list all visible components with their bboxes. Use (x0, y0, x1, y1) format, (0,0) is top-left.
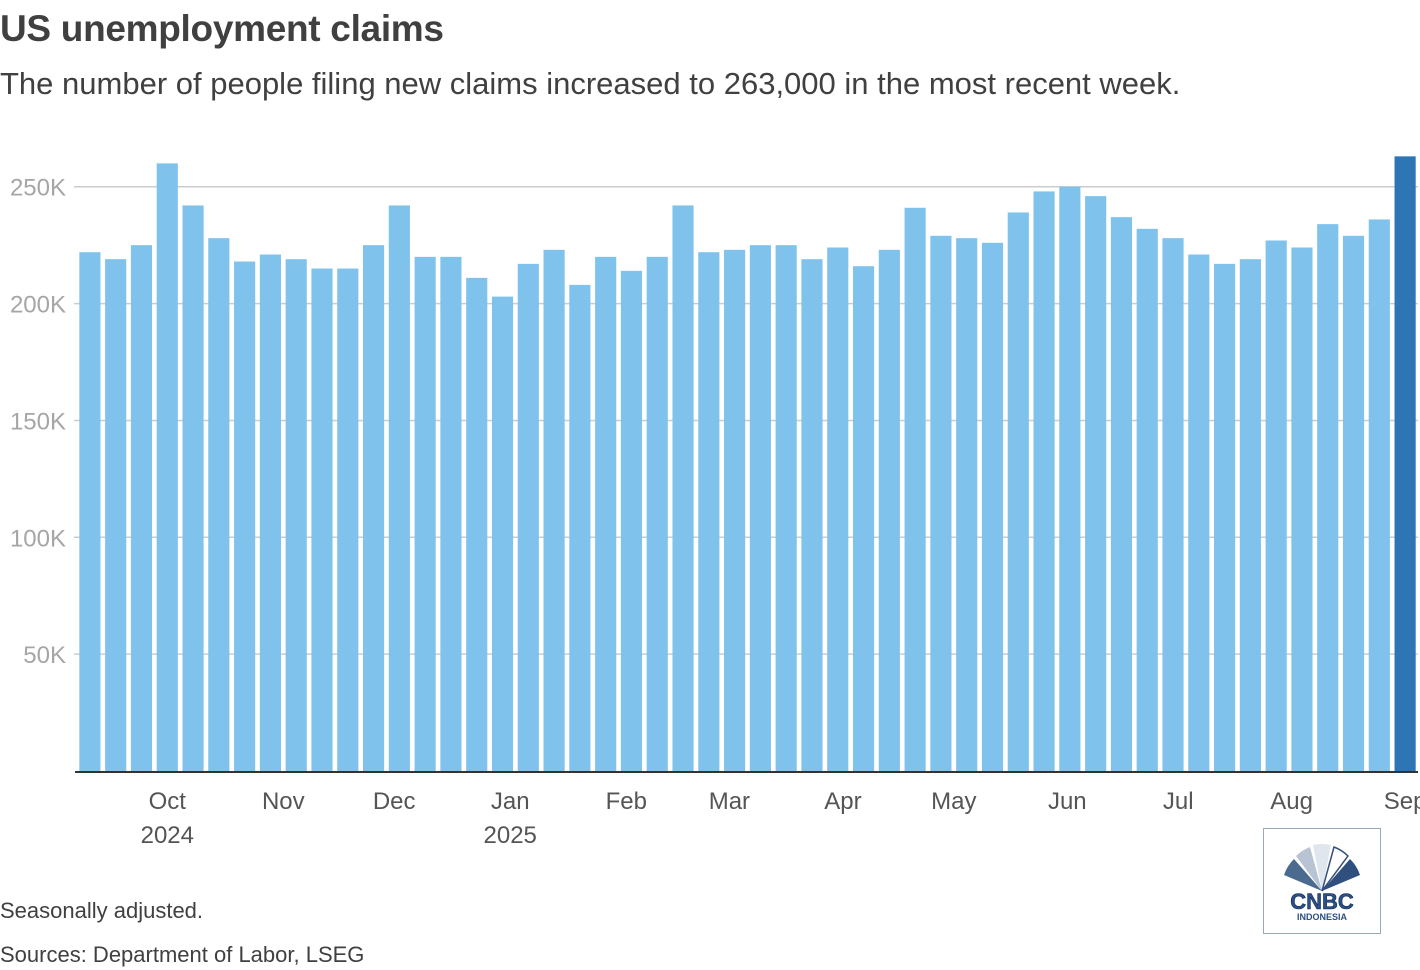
bar (311, 268, 333, 771)
bar (79, 252, 101, 771)
bar (1188, 254, 1210, 771)
bar (878, 249, 900, 772)
bar (1239, 259, 1261, 771)
x-tick-label: Aug (1270, 788, 1313, 815)
x-tick-label: Mar (709, 788, 750, 815)
svg-text:CNBC: CNBC (1290, 889, 1354, 914)
bar (1059, 186, 1081, 772)
bar (1162, 238, 1184, 771)
bar (749, 245, 771, 772)
bar (904, 207, 926, 771)
svg-text:INDONESIA: INDONESIA (1297, 912, 1348, 922)
bar (156, 163, 178, 771)
x-tick-year-label: 2025 (484, 822, 537, 849)
bar (105, 259, 127, 771)
y-tick-label: 100K (10, 525, 66, 552)
x-tick-label: Oct (149, 788, 187, 815)
bar (981, 242, 1004, 771)
x-tick-label: Apr (824, 788, 861, 815)
bar (956, 238, 978, 771)
bar (1342, 235, 1365, 771)
x-tick-label: Jul (1163, 788, 1194, 815)
bar (491, 296, 514, 771)
bar (362, 245, 385, 772)
bar (337, 268, 359, 771)
bar (1033, 191, 1055, 771)
bar (466, 277, 488, 771)
bar (234, 261, 256, 771)
chart-subtitle: The number of people filing new claims i… (0, 66, 1181, 101)
x-tick-label: Dec (373, 788, 416, 815)
bar (930, 235, 952, 771)
bar (646, 256, 668, 772)
bar (543, 249, 565, 772)
chart-title: US unemployment claims (0, 8, 444, 49)
bar (1265, 240, 1287, 771)
y-tick-label: 250K (10, 175, 66, 202)
y-tick-label: 200K (10, 292, 66, 319)
bar (130, 245, 153, 772)
cnbc-indonesia-logo: CNBC INDONESIA (1263, 828, 1381, 934)
bar (724, 249, 746, 772)
x-tick-label: Jun (1048, 788, 1087, 815)
bar-chart: 50K 100K 150K 200K 250K Oct 2024 Nov Dec Jan 2025… (10, 156, 1420, 849)
bar (1317, 224, 1339, 771)
bar (285, 259, 307, 771)
x-tick-label: May (931, 788, 976, 815)
bar (595, 256, 617, 772)
bar (182, 205, 204, 771)
bar (852, 266, 875, 771)
footnote: Seasonally adjusted. (0, 898, 204, 923)
bar (672, 205, 694, 771)
bar (517, 263, 539, 771)
x-tick-label: Nov (262, 788, 305, 815)
y-tick-label: 50K (23, 642, 66, 669)
bar (1136, 228, 1158, 771)
bar (1085, 196, 1107, 772)
bar (620, 270, 643, 771)
bar-latest-week (1394, 156, 1416, 772)
bar (1291, 247, 1313, 771)
bar (569, 284, 591, 771)
x-tick-label: Sep (1384, 788, 1420, 815)
bar (827, 247, 849, 771)
bar (388, 205, 410, 771)
bar (414, 256, 436, 772)
bar (801, 259, 823, 771)
bar (208, 238, 230, 771)
y-tick-label: 150K (10, 408, 66, 435)
axis-layer: Oct 2024 Nov Dec Jan 2025 Feb Mar Apr May Jun Jul Au… (75, 771, 1420, 849)
bar-layer (79, 156, 1416, 772)
bar (259, 254, 281, 771)
bar (440, 256, 462, 772)
bar (1110, 217, 1133, 771)
bar (1368, 219, 1390, 772)
bar (1214, 263, 1236, 771)
bar (1007, 212, 1029, 771)
x-tick-label: Feb (606, 788, 647, 815)
bar (775, 245, 797, 772)
source-note: Sources: Department of Labor, LSEG (0, 942, 365, 967)
x-tick-year-label: 2024 (141, 822, 194, 849)
x-tick-label: Jan (491, 788, 530, 815)
bar (698, 252, 720, 771)
